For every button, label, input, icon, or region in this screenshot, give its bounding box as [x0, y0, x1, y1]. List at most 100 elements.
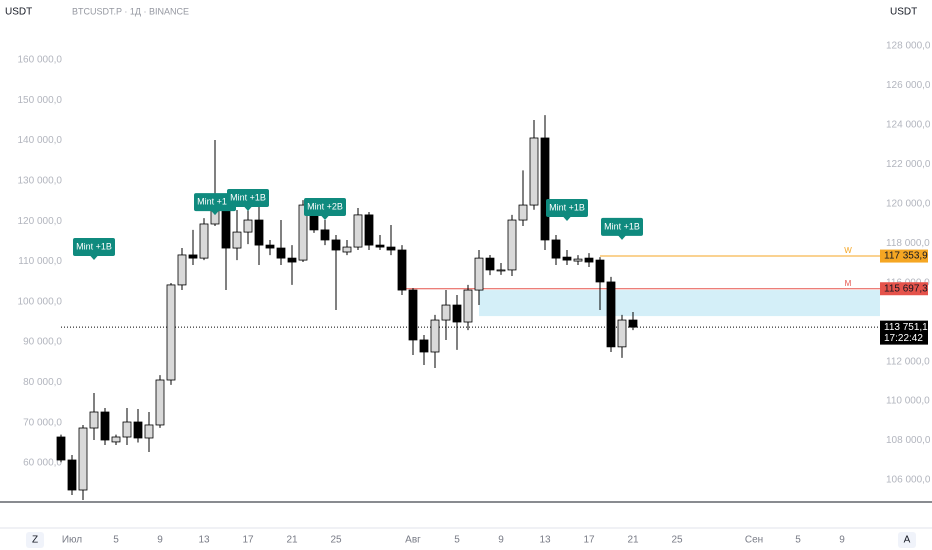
- annotation-box: [227, 188, 269, 207]
- y2-tick-label: 90 000,0: [23, 337, 62, 348]
- y-tick-label: 108 000,0: [886, 435, 931, 446]
- candle-body: [155, 379, 165, 426]
- y2-tick-label: 110 000,0: [18, 256, 62, 267]
- right-currency: USDT: [890, 7, 917, 18]
- candle-body: [595, 259, 605, 283]
- y2-tick-label: 160 000,0: [18, 55, 63, 66]
- x-tick-label: 21: [286, 535, 298, 546]
- left-button-bg[interactable]: [26, 532, 44, 548]
- candle-body: [276, 247, 286, 259]
- candle-body: [133, 421, 143, 439]
- annotation-text: Mint +2B: [307, 201, 343, 211]
- left-button[interactable]: Z: [32, 535, 38, 546]
- price-label-bg: [880, 320, 928, 345]
- candle-body: [287, 257, 297, 263]
- candle-body: [562, 256, 572, 261]
- x-tick-label: 5: [113, 535, 119, 546]
- y2-tick-label: 100 000,0: [18, 296, 63, 307]
- annotation-text: Mint +1B: [604, 221, 640, 231]
- x-tick-label: 9: [498, 535, 504, 546]
- candle-body: [364, 214, 374, 246]
- x-tick-label: 17: [242, 535, 254, 546]
- x-tick-label: 9: [157, 535, 163, 546]
- candle-body: [166, 284, 176, 381]
- y2-tick-label: 130 000,0: [18, 176, 63, 187]
- candle-body: [144, 424, 154, 439]
- y-tick-label: 112 000,0: [886, 356, 930, 367]
- candle-body: [606, 281, 616, 348]
- right-button[interactable]: A: [904, 535, 911, 546]
- x-tick-label: 13: [539, 535, 551, 546]
- annotation-pointer: [244, 206, 252, 211]
- zone: [479, 290, 880, 317]
- left-currency: USDT: [5, 7, 32, 18]
- candle-body: [463, 289, 473, 323]
- annotation-text: Mint +1B: [197, 196, 233, 206]
- candle-body: [529, 137, 539, 206]
- candle-body: [342, 246, 352, 253]
- y2-tick-label: 140 000,0: [18, 135, 63, 146]
- annotation: Mint +1B: [194, 193, 236, 216]
- candle-body: [177, 254, 187, 286]
- annotation-box: [194, 193, 236, 212]
- price-label: 113 751,1: [884, 322, 928, 333]
- x-tick-label: 21: [627, 535, 639, 546]
- annotation-text: Mint +1B: [549, 202, 585, 212]
- annotation-box: [601, 217, 643, 236]
- candle-body: [430, 319, 440, 353]
- candle-body: [221, 207, 231, 249]
- candle-body: [496, 269, 506, 272]
- annotation-text: Mint +1B: [230, 192, 266, 202]
- price-label-bg: [880, 282, 928, 296]
- candle-body: [441, 304, 451, 321]
- annotation-text: Mint +1B: [76, 241, 112, 251]
- candle-body: [199, 223, 209, 259]
- y-tick-label: 120 000,0: [886, 199, 931, 210]
- annotation-pointer: [563, 216, 571, 221]
- price-label-bg: [880, 249, 928, 263]
- x-tick-label: 13: [198, 535, 210, 546]
- y-tick-label: 110 000,0: [886, 396, 930, 407]
- candle-body: [232, 231, 242, 249]
- y2-tick-label: 150 000,0: [18, 95, 63, 106]
- candle-body: [78, 427, 88, 491]
- candle-body: [628, 319, 638, 328]
- candle-body: [298, 204, 308, 261]
- x-tick-label: Авг: [405, 535, 421, 546]
- candle-body: [56, 436, 66, 461]
- annotation-box: [546, 198, 588, 217]
- x-tick-label: 25: [330, 535, 342, 546]
- candle-body: [474, 257, 484, 291]
- y-tick-label: 106 000,0: [886, 475, 931, 486]
- symbol-title: BTCUSDT.P · 1Д · BINANCE: [72, 6, 189, 16]
- candle-body: [122, 421, 132, 438]
- annotation-box: [304, 198, 346, 217]
- annotation-box: [73, 238, 115, 257]
- candle-body: [320, 229, 330, 241]
- candle-body: [584, 257, 594, 263]
- y2-tick-label: 80 000,0: [23, 377, 62, 388]
- x-tick-label: 9: [839, 535, 845, 546]
- y-tick-label: 124 000,0: [886, 120, 931, 131]
- candle-body: [419, 339, 429, 353]
- candle-body: [243, 219, 253, 233]
- candle-body: [331, 239, 341, 251]
- candle-body: [573, 258, 583, 262]
- candle-body: [188, 254, 198, 259]
- right-button-bg[interactable]: [898, 532, 916, 548]
- candle-body: [518, 204, 528, 221]
- annotation: Mint +2B: [304, 198, 346, 221]
- x-tick-label: 5: [454, 535, 460, 546]
- x-tick-label: 5: [795, 535, 801, 546]
- price-line-tag: M: [845, 279, 852, 288]
- candle-body: [540, 137, 550, 241]
- annotation: Mint +1B: [227, 188, 269, 211]
- candle-body: [452, 304, 462, 323]
- candle-body: [408, 289, 418, 341]
- candle-body: [89, 411, 99, 429]
- price-time: 17:22:42: [884, 333, 923, 344]
- annotation: Mint +1B: [601, 217, 643, 240]
- annotation: Mint +1B: [73, 238, 115, 261]
- y-tick-label: 126 000,0: [886, 80, 931, 91]
